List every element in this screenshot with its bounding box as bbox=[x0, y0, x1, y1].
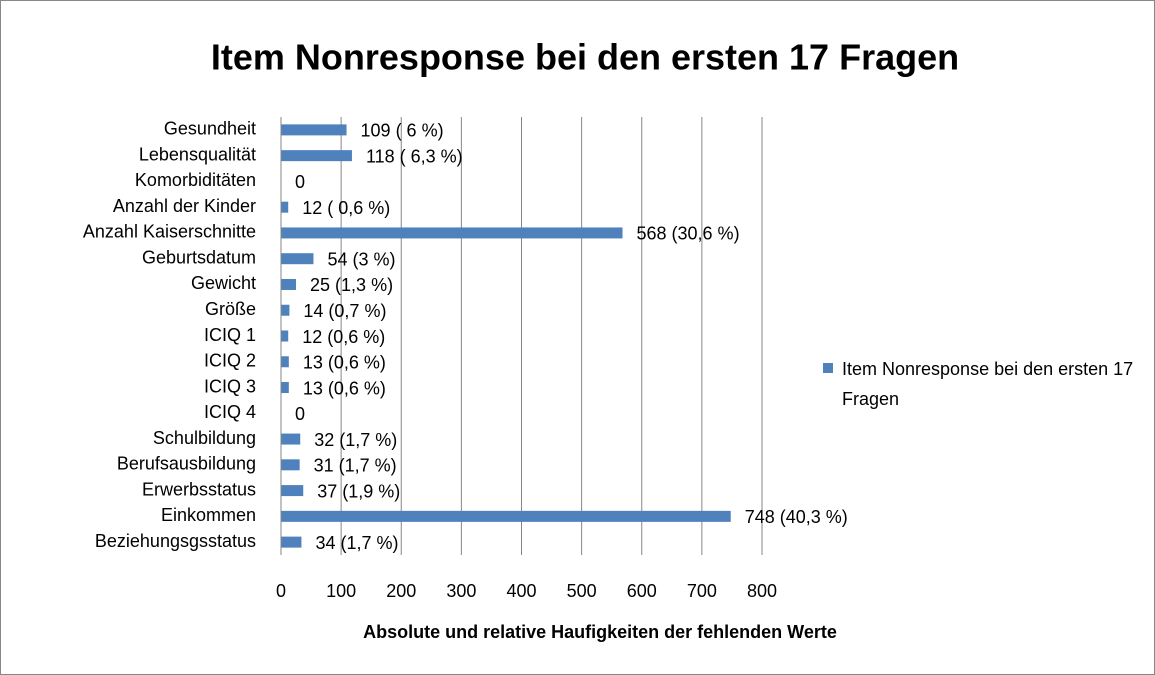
data-label: 0 bbox=[295, 404, 305, 424]
bar bbox=[281, 150, 352, 162]
legend-swatch bbox=[823, 363, 833, 373]
x-tick-label: 200 bbox=[386, 581, 416, 601]
data-label: 13 (0,6 %) bbox=[303, 378, 386, 398]
y-tick-label: Lebensqualität bbox=[139, 144, 256, 164]
bar bbox=[281, 510, 731, 522]
data-label: 25 (1,3 %) bbox=[310, 275, 393, 295]
y-tick-label: Anzahl Kaiserschnitte bbox=[83, 222, 256, 242]
y-tick-label: Beziehungsgsstatus bbox=[95, 531, 256, 551]
x-axis-label: Absolute und relative Haufigkeiten der f… bbox=[363, 622, 837, 642]
bar bbox=[281, 227, 623, 239]
bar bbox=[281, 253, 314, 265]
data-label: 118 ( 6,3 %) bbox=[366, 146, 463, 166]
x-tick-label: 800 bbox=[747, 581, 777, 601]
data-label: 32 (1,7 %) bbox=[314, 430, 397, 450]
y-tick-label: ICIQ 1 bbox=[204, 325, 256, 345]
y-tick-label: Erwerbsstatus bbox=[142, 479, 256, 499]
x-tick-label: 0 bbox=[276, 581, 286, 601]
bar bbox=[281, 278, 297, 290]
bar bbox=[281, 304, 290, 316]
y-tick-label: Schulbildung bbox=[153, 428, 256, 448]
x-tick-label: 600 bbox=[627, 581, 657, 601]
y-tick-label: Geburtsdatum bbox=[142, 247, 256, 267]
bar bbox=[281, 201, 289, 213]
legend-label: Item Nonresponse bei den ersten 17 Frage… bbox=[842, 359, 1134, 409]
y-tick-label: Berufsausbildung bbox=[117, 454, 256, 474]
x-tick-label: 700 bbox=[687, 581, 717, 601]
chart-title: Item Nonresponse bei den ersten 17 Frage… bbox=[211, 37, 959, 78]
data-label: 37 (1,9 %) bbox=[317, 481, 400, 501]
data-label: 109 ( 6 %) bbox=[361, 121, 444, 141]
data-label: 12 (0,6 %) bbox=[302, 327, 385, 347]
bar bbox=[281, 356, 289, 368]
data-label: 0 bbox=[295, 172, 305, 192]
bar bbox=[281, 536, 302, 548]
data-label: 54 (3 %) bbox=[327, 249, 395, 269]
y-tick-label: ICIQ 4 bbox=[204, 402, 256, 422]
bar bbox=[281, 124, 347, 136]
bar bbox=[281, 485, 304, 497]
data-label: 12 ( 0,6 %) bbox=[302, 198, 390, 218]
y-tick-label: Größe bbox=[205, 299, 256, 319]
y-tick-label: Gewicht bbox=[191, 273, 256, 293]
y-tick-label: Gesundheit bbox=[164, 119, 256, 139]
x-tick-label: 500 bbox=[567, 581, 597, 601]
y-tick-label: Einkommen bbox=[161, 505, 256, 525]
bar bbox=[281, 330, 289, 342]
y-tick-label: Anzahl der Kinder bbox=[113, 196, 256, 216]
data-label: 568 (30,6 %) bbox=[637, 224, 740, 244]
data-label: 34 (1,7 %) bbox=[315, 533, 398, 553]
y-tick-label: Komorbiditäten bbox=[135, 170, 256, 190]
bar bbox=[281, 433, 301, 445]
y-tick-label: ICIQ 3 bbox=[204, 376, 256, 396]
x-tick-label: 100 bbox=[326, 581, 356, 601]
data-label: 31 (1,7 %) bbox=[314, 456, 397, 476]
x-tick-label: 400 bbox=[506, 581, 536, 601]
data-label: 748 (40,3 %) bbox=[745, 507, 848, 527]
bar bbox=[281, 382, 289, 394]
x-tick-label: 300 bbox=[446, 581, 476, 601]
y-tick-label: ICIQ 2 bbox=[204, 351, 256, 371]
data-label: 14 (0,7 %) bbox=[303, 301, 386, 321]
bar bbox=[281, 459, 300, 471]
data-label: 13 (0,6 %) bbox=[303, 353, 386, 373]
